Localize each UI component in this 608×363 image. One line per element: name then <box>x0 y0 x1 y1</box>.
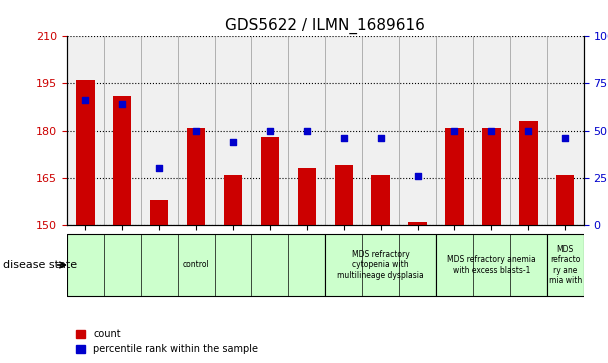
Point <box>449 128 460 134</box>
Text: MDS
refracto
ry ane
mia with: MDS refracto ry ane mia with <box>548 245 582 285</box>
Text: MDS refractory anemia
with excess blasts-1: MDS refractory anemia with excess blasts… <box>447 255 536 275</box>
Point <box>265 128 275 134</box>
Bar <box>76 80 95 225</box>
Text: control: control <box>183 261 209 269</box>
Point <box>561 135 570 141</box>
Legend: count, percentile rank within the sample: count, percentile rank within the sample <box>72 326 262 358</box>
Bar <box>297 168 316 225</box>
Bar <box>409 222 427 225</box>
Bar <box>371 175 390 225</box>
Bar <box>261 137 279 225</box>
FancyBboxPatch shape <box>67 234 325 296</box>
Title: GDS5622 / ILMN_1689616: GDS5622 / ILMN_1689616 <box>226 17 425 33</box>
Point <box>302 128 312 134</box>
Point <box>117 101 127 107</box>
Bar <box>187 127 206 225</box>
FancyBboxPatch shape <box>547 234 584 296</box>
Point <box>413 173 423 179</box>
Text: MDS refractory
cytopenia with
multilineage dysplasia: MDS refractory cytopenia with multilinea… <box>337 250 424 280</box>
Bar <box>556 175 575 225</box>
Point <box>376 135 385 141</box>
Point <box>154 166 164 171</box>
Bar <box>224 175 242 225</box>
Bar <box>519 121 537 225</box>
Point <box>486 128 496 134</box>
Text: disease state: disease state <box>3 260 77 270</box>
Point <box>228 139 238 145</box>
Point <box>191 128 201 134</box>
Bar <box>482 127 500 225</box>
Point <box>523 128 533 134</box>
Bar <box>150 200 168 225</box>
FancyBboxPatch shape <box>325 234 436 296</box>
FancyBboxPatch shape <box>436 234 547 296</box>
Bar <box>334 165 353 225</box>
Point <box>339 135 348 141</box>
Bar <box>445 127 464 225</box>
Bar <box>113 96 131 225</box>
Point <box>80 98 90 103</box>
